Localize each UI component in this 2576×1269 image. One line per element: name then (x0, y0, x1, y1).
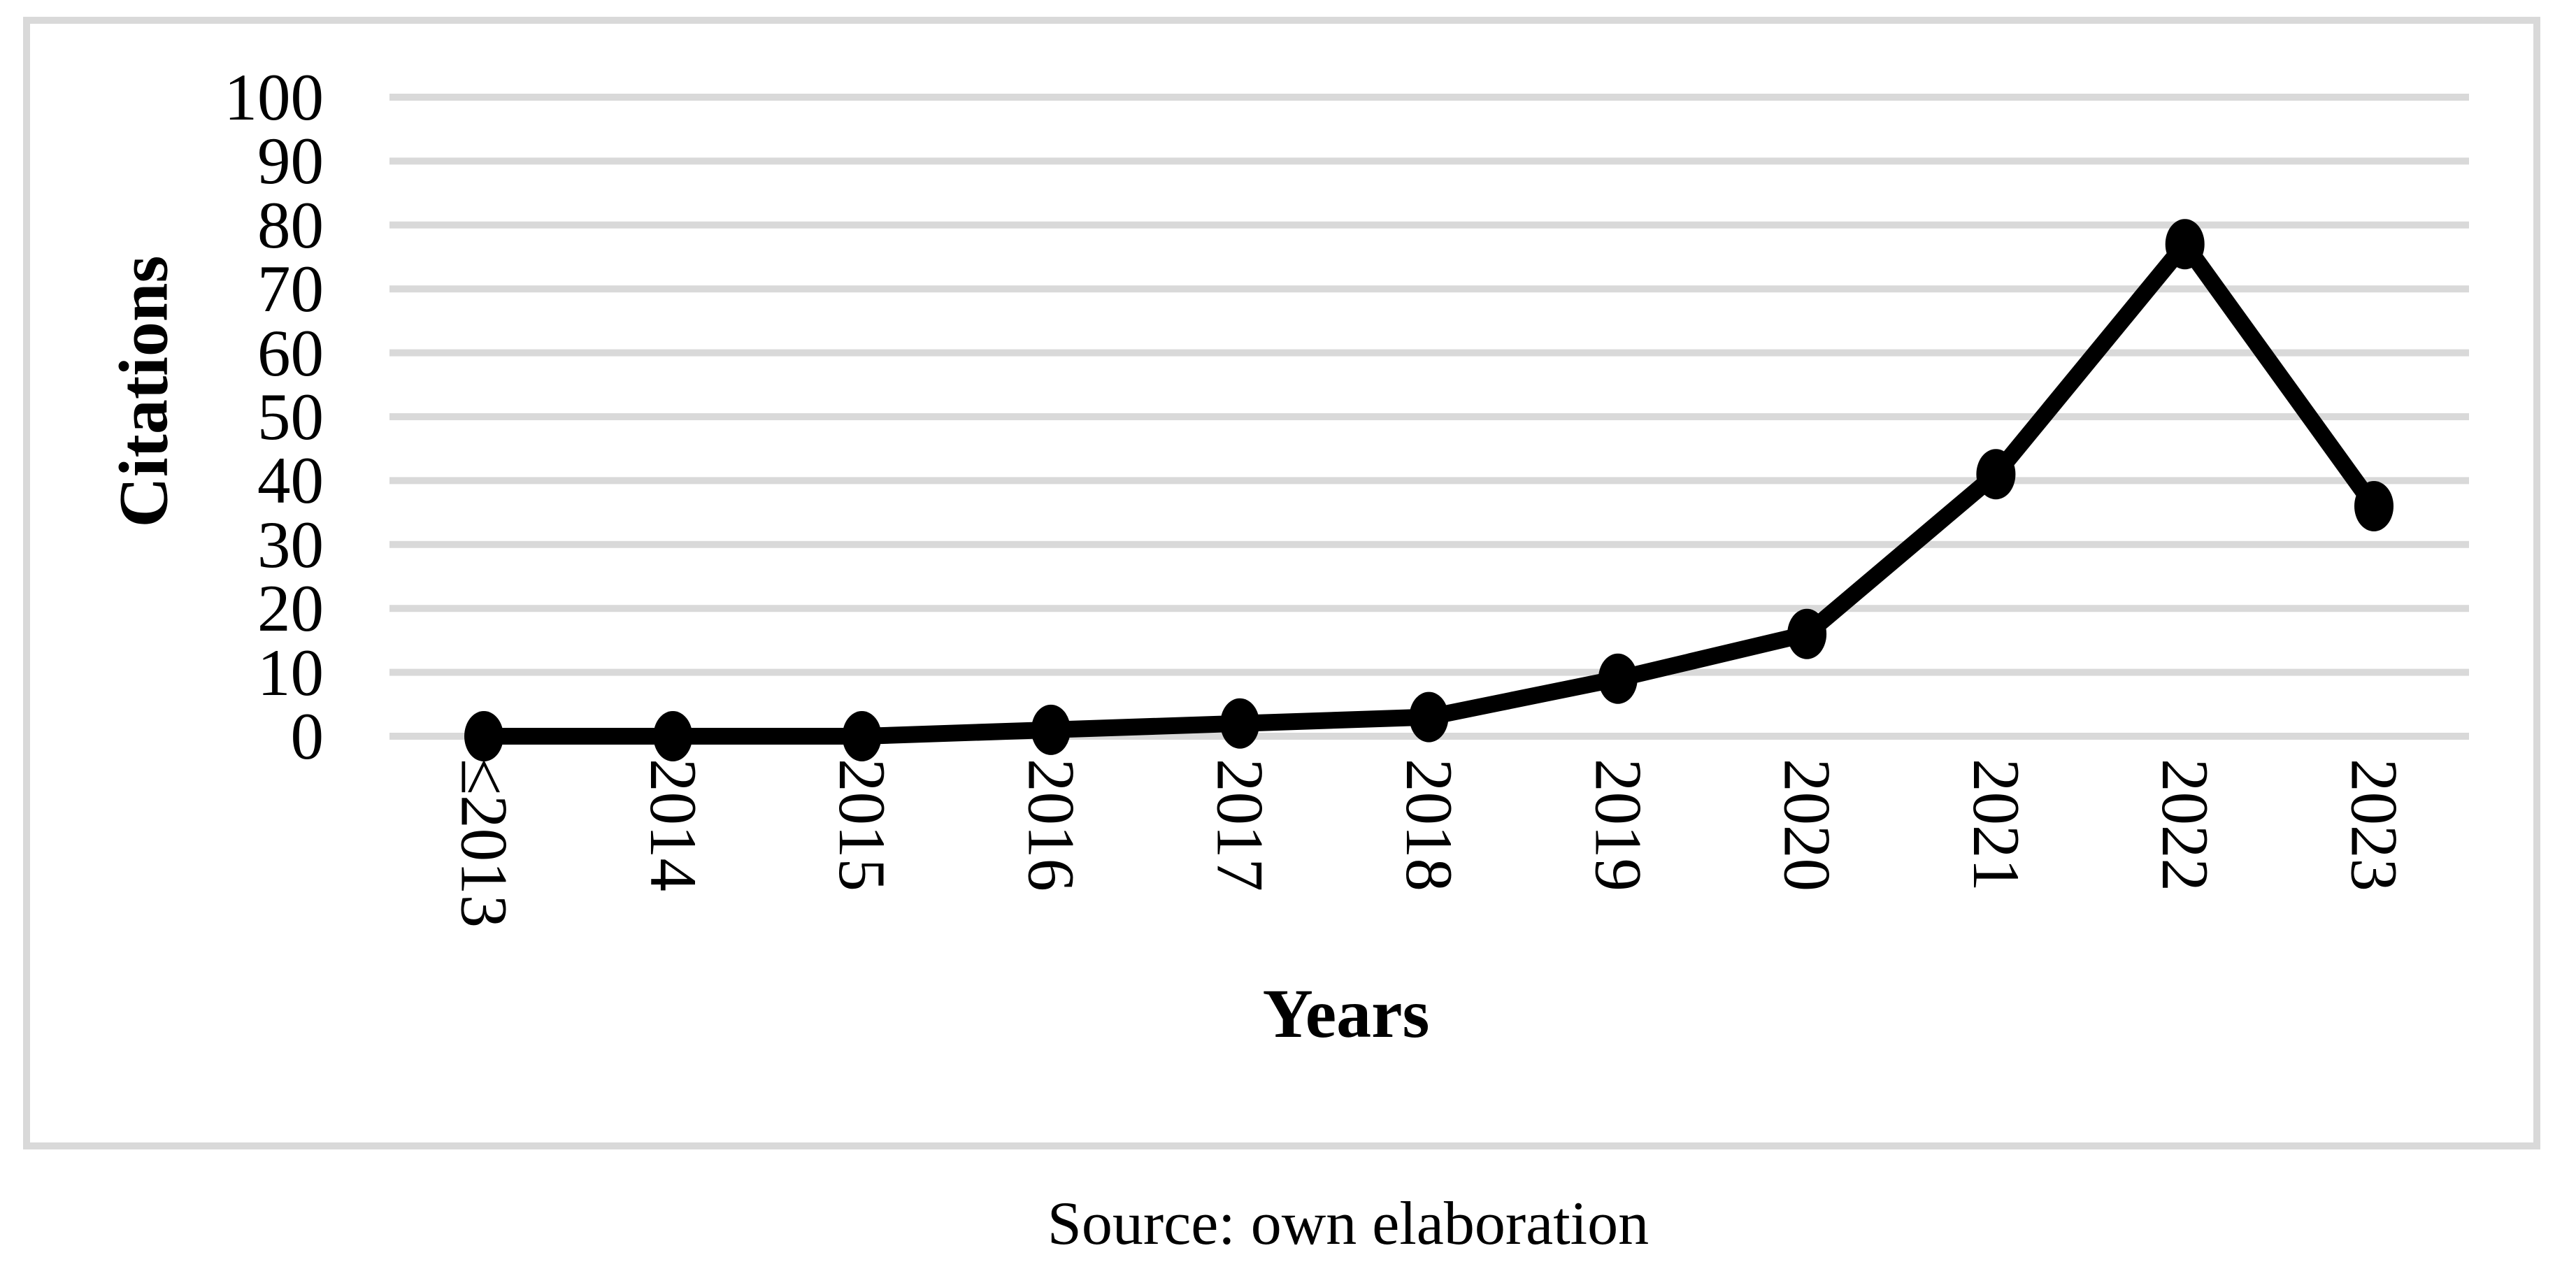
y-tick-label: 0 (290, 699, 324, 773)
y-axis-title: Citations (104, 255, 183, 528)
x-tick-label: 2017 (1203, 759, 1278, 891)
data-point-marker (1031, 704, 1071, 755)
data-point-marker (464, 711, 503, 761)
data-point-marker (1787, 608, 1827, 659)
x-tick-label: 2016 (1014, 759, 1089, 891)
data-line (475, 236, 2382, 745)
data-point-marker (1409, 691, 1449, 743)
y-tick-label: 100 (224, 60, 324, 134)
data-point-marker (2354, 480, 2393, 531)
y-tick-label: 10 (257, 635, 324, 710)
chart-frame (23, 17, 2540, 1149)
y-tick-label: 60 (257, 315, 324, 390)
x-tick-label: 2019 (1581, 759, 1656, 891)
data-point-marker (1976, 449, 2016, 500)
y-tick-label: 70 (257, 252, 324, 327)
y-tick-label: 90 (257, 124, 324, 199)
data-point-marker (2165, 219, 2205, 270)
data-point-marker (842, 711, 882, 761)
x-tick-label: 2022 (2148, 759, 2223, 891)
y-tick-label: 50 (257, 380, 324, 454)
x-tick-label: 2020 (1770, 759, 1845, 891)
x-tick-label: ≤2013 (447, 759, 522, 929)
y-tick-label: 30 (257, 507, 324, 582)
x-tick-label: 2015 (825, 759, 900, 891)
source-caption: Source: own elaboration (1047, 1190, 1650, 1258)
x-tick-label: 2014 (636, 759, 710, 891)
y-tick-label: 40 (257, 443, 324, 518)
data-point-marker (653, 711, 693, 761)
data-point-marker (1220, 698, 1260, 749)
y-tick-label: 80 (257, 187, 324, 262)
data-point-marker (1598, 653, 1638, 704)
x-tick-label: 2018 (1392, 759, 1466, 891)
x-axis-title: Years (1262, 975, 1430, 1052)
x-tick-label: 2021 (1959, 759, 2033, 891)
x-tick-label: 2023 (2337, 759, 2412, 891)
y-tick-label: 20 (257, 571, 324, 646)
